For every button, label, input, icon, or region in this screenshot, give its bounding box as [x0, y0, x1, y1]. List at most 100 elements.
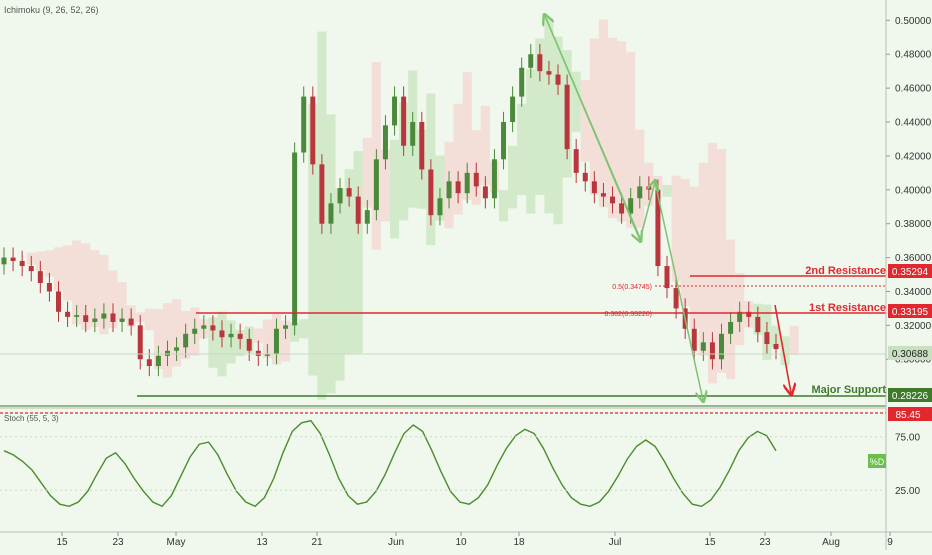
candle-body [110, 313, 116, 322]
cloud-segment [689, 186, 699, 329]
candle-body [10, 257, 16, 261]
candle-body [691, 328, 697, 351]
cloud-segment [526, 69, 536, 214]
trend-arrow-leg-1 [544, 15, 640, 240]
candle-body [728, 321, 734, 334]
candle-body [573, 149, 579, 173]
cloud-segment [90, 250, 100, 328]
x-tick-label: Jun [388, 537, 404, 548]
candle-body [673, 288, 679, 309]
candle-body [619, 203, 625, 214]
stoch-series-label: %D [870, 457, 885, 467]
cloud-segment [508, 145, 518, 209]
y-tick-label: 0.38000 [895, 219, 932, 230]
cloud-segment [662, 184, 672, 197]
candle-body [482, 186, 488, 199]
cloud-segment [498, 190, 509, 222]
cloud-segment [162, 303, 173, 378]
candle-body [210, 325, 216, 331]
cloud-segment [72, 240, 82, 325]
cloud-segment [535, 38, 545, 195]
candle-body [564, 84, 570, 150]
trend-arrow-leg-2 [639, 182, 655, 241]
forecast-arrow-down [774, 304, 791, 393]
cloud-segment [598, 19, 608, 208]
cloud-segment [580, 79, 590, 162]
candle-body [319, 164, 325, 224]
cloud-segment [344, 169, 354, 355]
candle-body [183, 333, 189, 348]
candle-body [428, 169, 434, 216]
candle-body [709, 342, 715, 360]
candle-body [419, 122, 425, 170]
candle-body [355, 196, 361, 224]
candle-body [37, 271, 43, 283]
x-tick-label: May [167, 537, 186, 548]
cloud-segment [726, 239, 736, 380]
x-tick-label: Jul [609, 537, 622, 548]
cloud-segment [253, 328, 263, 343]
candle-body [55, 291, 61, 312]
cloud-segment [262, 319, 272, 358]
cloud-segment [589, 38, 599, 195]
candle-body [646, 186, 652, 190]
candle-body [528, 54, 534, 68]
cloud-segment [698, 162, 708, 356]
annotation-fib-050: 0.5(0.34745) [612, 284, 652, 291]
stochastic-panel [0, 419, 886, 508]
cloud-segment [462, 72, 472, 200]
candle-body [364, 210, 370, 224]
candle-body [501, 122, 507, 160]
price-badge-major-support [888, 388, 932, 402]
candle-body [664, 266, 670, 289]
y-tick-label: 0.34000 [895, 287, 932, 298]
cloud-segment [789, 326, 799, 355]
y-tick-label: 0.48000 [895, 50, 932, 61]
x-tick-label: 23 [112, 537, 124, 548]
price-badge-current [888, 346, 932, 360]
trend-arrows [545, 16, 791, 400]
candle-body [546, 71, 552, 75]
cloud-segment [707, 142, 717, 384]
candle-body [473, 172, 479, 187]
candle-body [437, 198, 443, 216]
candle-body [301, 96, 307, 153]
cloud-segment [153, 308, 163, 370]
candle-body [19, 260, 25, 267]
candle-body [537, 54, 543, 72]
candle-body [455, 181, 461, 194]
candle-body [155, 355, 161, 367]
cloud-segment [208, 317, 218, 368]
candle-body [201, 325, 207, 329]
stoch-series-badge [868, 454, 886, 468]
candle-body [219, 330, 225, 338]
y-tick-label: 0.32000 [895, 321, 932, 332]
stoch-y-tick-label: 75.00 [895, 432, 920, 443]
candle-body [146, 359, 152, 367]
candle-body [92, 318, 98, 322]
y-tick-label: 0.46000 [895, 84, 932, 95]
candle-body [555, 74, 561, 85]
cloud-segment [108, 270, 118, 329]
y-tick-label: 0.30000 [895, 355, 932, 366]
cloud-segment [380, 149, 390, 222]
cloud-segment [144, 308, 154, 331]
candle-body [137, 325, 143, 360]
price-label-current: 0.30688 [892, 349, 929, 360]
cloud-segment [362, 137, 372, 208]
candle-body [119, 318, 125, 322]
candle-body [164, 350, 170, 356]
candle-body [628, 198, 634, 214]
candle-body [337, 188, 343, 204]
stoch-line [3, 419, 777, 508]
cloud-segment [626, 52, 636, 228]
indicator-label-top: Ichimoku (9, 26, 52, 26) [4, 5, 99, 15]
cloud-segment [326, 114, 336, 394]
candle-body [746, 311, 752, 317]
annotation-major-support: Major Support [811, 384, 886, 396]
candle-body [446, 181, 452, 199]
candle-body [65, 311, 71, 317]
stoch-level-label: 85.45 [895, 410, 920, 421]
